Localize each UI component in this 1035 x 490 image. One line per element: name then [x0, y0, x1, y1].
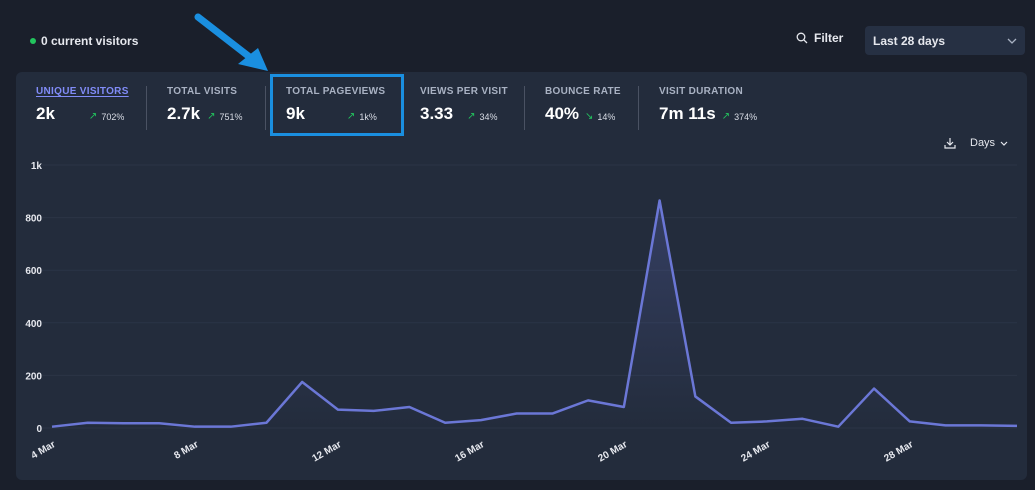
- metric-label: VIEWS PER VISIT: [420, 86, 508, 97]
- metric-value: 7m 11s: [659, 104, 716, 123]
- top-bar: 0 current visitors Filter Last 28 days: [0, 0, 1035, 72]
- period-select[interactable]: Last 28 days: [865, 26, 1025, 55]
- trend-down-icon: ↘: [585, 111, 594, 122]
- metric-total-pageviews[interactable]: TOTAL PAGEVIEWS 9k ↗ 1k%: [286, 86, 385, 124]
- current-visitors-label: 0 current visitors: [41, 34, 139, 48]
- trend-up-icon: ↗: [346, 111, 356, 122]
- metric-value: 2.7k: [167, 104, 201, 123]
- metric-label: UNIQUE VISITORS: [36, 86, 129, 97]
- x-tick-label: 16 Mar: [453, 439, 486, 464]
- metric-visit-duration[interactable]: VISIT DURATION 7m 11s ↗ 374%: [659, 86, 757, 124]
- metric-label: TOTAL PAGEVIEWS: [286, 86, 386, 97]
- y-tick-label: 1k: [31, 161, 43, 172]
- pageviews-highlight-box: [270, 74, 404, 136]
- chevron-down-icon: [1007, 38, 1017, 44]
- y-tick-label: 0: [36, 424, 42, 435]
- metric-divider: [638, 86, 639, 130]
- series-area: [52, 200, 1017, 428]
- metric-change-value: 34%: [479, 111, 498, 122]
- metric-change-value: 1k%: [359, 111, 377, 122]
- metric-unique-visitors[interactable]: UNIQUE VISITORS 2k ↗ 702%: [36, 86, 129, 124]
- metric-change: ↗ 1k%: [347, 111, 377, 122]
- x-tick-label: 28 Mar: [882, 439, 915, 464]
- y-tick-label: 200: [25, 371, 42, 382]
- metric-value: 3.33: [420, 104, 454, 123]
- live-dot-icon: [30, 38, 36, 44]
- chart-controls: Days: [944, 137, 1008, 149]
- x-tick-label: 12 Mar: [310, 439, 343, 464]
- trend-up-icon: ↗: [467, 111, 476, 122]
- metric-change-value: 374%: [734, 111, 758, 122]
- download-icon[interactable]: [944, 137, 956, 149]
- trend-up-icon: ↗: [88, 111, 98, 122]
- metric-change: ↗ 751%: [207, 111, 242, 122]
- metric-value: 9k: [286, 104, 305, 123]
- metric-change: ↗ 34%: [467, 111, 497, 122]
- x-tick-label: 4 Mar: [29, 439, 57, 462]
- metric-divider: [146, 86, 147, 130]
- interval-select[interactable]: Days: [970, 137, 1008, 149]
- trend-up-icon: ↗: [207, 111, 216, 122]
- filter-label: Filter: [814, 31, 844, 45]
- current-visitors[interactable]: 0 current visitors: [30, 34, 138, 48]
- metric-label: TOTAL VISITS: [167, 86, 238, 97]
- metric-change-value: 702%: [101, 111, 125, 122]
- metric-label: VISIT DURATION: [659, 86, 744, 97]
- metric-divider: [524, 86, 525, 130]
- metric-views-per-visit[interactable]: VIEWS PER VISIT 3.33 ↗ 34%: [420, 86, 508, 124]
- metric-change: ↗ 702%: [89, 111, 124, 122]
- metric-total-visits[interactable]: TOTAL VISITS 2.7k ↗ 751%: [167, 86, 243, 124]
- metric-change: ↘ 14%: [585, 111, 615, 122]
- x-tick-label: 8 Mar: [172, 439, 200, 462]
- y-tick-label: 400: [25, 319, 42, 330]
- x-tick-label: 24 Mar: [739, 439, 772, 464]
- metric-label: BOUNCE RATE: [545, 86, 621, 97]
- metric-change-value: 751%: [219, 111, 243, 122]
- chevron-down-icon: [1000, 141, 1008, 146]
- period-label: Last 28 days: [873, 33, 946, 48]
- search-icon: [796, 32, 808, 44]
- filter-button[interactable]: Filter: [796, 31, 843, 45]
- x-tick-label: 20 Mar: [596, 439, 629, 464]
- metric-bounce-rate[interactable]: BOUNCE RATE 40% ↘ 14%: [545, 86, 621, 124]
- metric-change: ↗ 374%: [722, 111, 757, 122]
- trend-up-icon: ↗: [721, 111, 731, 122]
- metric-value: 40%: [545, 104, 580, 123]
- metric-divider: [265, 86, 266, 130]
- series-line: [51, 199, 1018, 428]
- y-tick-label: 800: [25, 214, 42, 225]
- metric-value: 2k: [36, 104, 55, 123]
- y-tick-label: 600: [25, 266, 42, 277]
- interval-label: Days: [970, 137, 996, 149]
- metric-change-value: 14%: [597, 111, 616, 122]
